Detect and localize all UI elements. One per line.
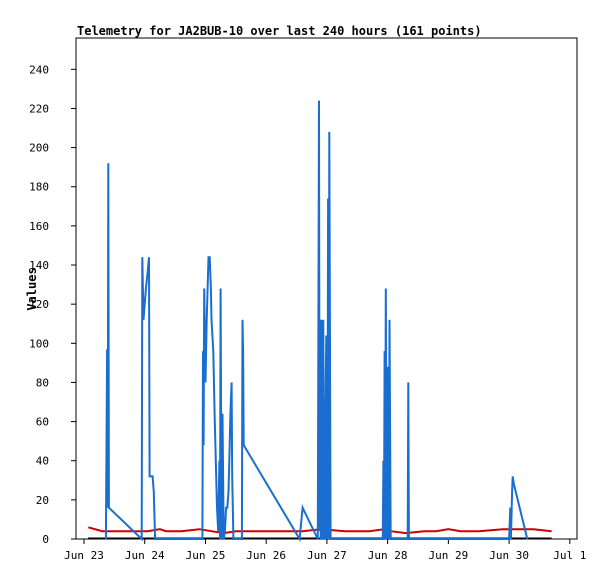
y-tick-label: 20 xyxy=(36,494,49,507)
x-tick-label: Jun 24 xyxy=(125,549,165,562)
series-line-blue xyxy=(104,100,529,543)
x-tick-label: Jun 27 xyxy=(307,549,347,562)
x-tick-label: Jun 23 xyxy=(64,549,104,562)
y-axis-label: Values xyxy=(25,267,39,310)
y-tick-label: 200 xyxy=(29,142,49,155)
y-tick-label: 180 xyxy=(29,181,49,194)
series-line-red xyxy=(88,526,552,535)
chart-title: Telemetry for JA2BUB-10 over last 240 ho… xyxy=(77,24,482,38)
series-layer xyxy=(88,100,552,543)
x-tick-label: Jun 30 xyxy=(489,549,529,562)
y-tick-label: 60 xyxy=(36,416,49,429)
x-tick-label: Jun 28 xyxy=(368,549,408,562)
x-tick-label: Jun 26 xyxy=(246,549,286,562)
x-axis: Jun 23 Jun 24 Jun 25 Jun 26 Jun 27 Jun 28 Jun … xyxy=(64,539,586,562)
x-tick-label: Jul 1 xyxy=(553,549,586,562)
y-tick-label: 40 xyxy=(36,455,49,468)
y-tick-label: 80 xyxy=(36,376,49,389)
y-tick-label: 0 xyxy=(42,533,49,546)
y-tick-label: 160 xyxy=(29,220,49,233)
y-tick-label: 220 xyxy=(29,102,49,115)
y-tick-label: 100 xyxy=(29,337,49,350)
y-tick-label: 240 xyxy=(29,63,49,76)
y-tick-label: 120 xyxy=(29,298,49,311)
y-axis: 0 20 40 60 80 100 120 140 160 180 200 220 240 xyxy=(29,63,76,546)
x-tick-label: Jun 25 xyxy=(186,549,226,562)
y-tick-label: 140 xyxy=(29,259,49,272)
x-tick-label: Jun 29 xyxy=(428,549,468,562)
